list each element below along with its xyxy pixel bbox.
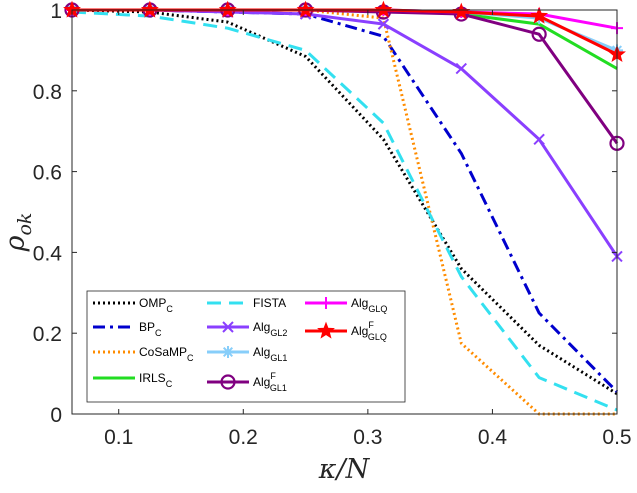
y-tick-label: 0 <box>50 404 62 427</box>
marker-star <box>374 0 393 18</box>
x-tick-label: 0.5 <box>602 426 631 449</box>
series-line <box>71 10 618 412</box>
x-tick-label: 0.1 <box>104 426 133 449</box>
legend-label-main: Alg <box>253 375 270 389</box>
x-axis-label: κ/N <box>318 454 371 485</box>
x-tick-label: 0.2 <box>229 426 258 449</box>
y-label-sub: ok <box>14 213 36 236</box>
legend-label: OMPC <box>139 296 173 314</box>
ticks-layer: 0.1 0.2 0.3 0.4 0.5 0 0.2 0.4 0.6 0.8 1 <box>33 0 632 449</box>
legend-item: AlgGLQ <box>305 296 387 314</box>
marker-asterisk <box>222 346 234 358</box>
marker-star <box>317 321 335 339</box>
legend-item: FISTA <box>207 296 286 310</box>
y-tick-label: 0.2 <box>33 323 62 346</box>
y-tick-label: 0.6 <box>33 162 62 185</box>
series-0 <box>71 8 618 396</box>
x-tick-label: 0.3 <box>353 426 382 449</box>
x-axis-label-text: κ/N <box>318 454 371 485</box>
y-tick-label: 0.8 <box>33 81 62 104</box>
marker-star <box>530 6 549 24</box>
legend-item: AlgGL2 <box>207 320 287 338</box>
legend-label-sub: GL2 <box>270 328 287 338</box>
legend-label-main: Alg <box>253 320 270 334</box>
legend-label-sub: GLQ <box>368 332 387 342</box>
y-tick-label: 1 <box>50 0 62 23</box>
y-tick-label: 0.4 <box>33 242 63 265</box>
legend-item: CoSaMPC <box>93 345 194 363</box>
legend-label-sub: GLQ <box>368 304 387 314</box>
legend-label: AlgGLQ <box>351 296 387 314</box>
legend-label-sub: GL1 <box>270 383 287 393</box>
legend-item: AlgF GLQ <box>305 320 387 342</box>
legend-label-main: FISTA <box>253 296 286 310</box>
legend-item: AlgGL1 <box>207 345 287 363</box>
legend-label-main: IRLS <box>139 371 166 385</box>
marker-star <box>452 2 471 20</box>
series-line <box>72 8 619 393</box>
legend-item: OMPC <box>93 296 173 314</box>
series-4 <box>71 10 618 412</box>
marker-circle <box>531 26 547 42</box>
series-1 <box>72 8 619 393</box>
legend-label-sub: C <box>166 379 173 389</box>
legend-label-sub: C <box>187 353 194 363</box>
marker-x <box>455 62 467 75</box>
marker-x <box>377 18 390 30</box>
legend-label: AlgF GL1 <box>253 371 287 393</box>
marker-plus <box>320 297 332 309</box>
legend-label: FISTA <box>253 296 286 310</box>
legend-label-sup: F <box>368 320 374 330</box>
series-line <box>71 8 618 396</box>
legend: OMPCBPCCoSaMPCIRLSCFISTAAlgGL2AlgGL1AlgF… <box>86 290 406 403</box>
legend-label-main: Alg <box>253 345 270 359</box>
legend-label-sub: C <box>155 328 162 338</box>
legend-label-main: Alg <box>351 296 368 310</box>
marker-star <box>296 0 315 18</box>
legend-item: BPC <box>93 320 162 338</box>
legend-label-sub: C <box>166 304 173 314</box>
legend-label: AlgGL1 <box>253 345 287 363</box>
marker-x <box>222 321 234 333</box>
legend-label-main: OMP <box>139 296 166 310</box>
legend-label: IRLSC <box>139 371 173 389</box>
y-axis-label-text: ρok <box>0 213 36 253</box>
plot-frame <box>71 9 618 415</box>
y-axis-label: ρok <box>0 213 36 253</box>
y-label-main: ρ <box>0 235 31 252</box>
legend-label-sup: F <box>270 371 276 381</box>
legend-label: AlgF GLQ <box>351 320 387 342</box>
legend-label: AlgGL2 <box>253 320 287 338</box>
legend-label: BPC <box>139 320 162 338</box>
legend-label-main: BP <box>139 320 155 334</box>
legend-item: IRLSC <box>93 371 173 389</box>
marker-star <box>140 0 159 18</box>
legend-label: CoSaMPC <box>139 345 194 363</box>
marker-star <box>218 0 237 18</box>
legend-label-main: Alg <box>351 324 368 338</box>
legend-label-sub: GL1 <box>270 353 287 363</box>
legend-label-main: CoSaMP <box>139 345 187 359</box>
legend-item: AlgF GL1 <box>207 371 287 393</box>
marker-circle <box>220 374 236 390</box>
marker-x <box>533 133 545 145</box>
x-tick-label: 0.4 <box>478 426 508 449</box>
